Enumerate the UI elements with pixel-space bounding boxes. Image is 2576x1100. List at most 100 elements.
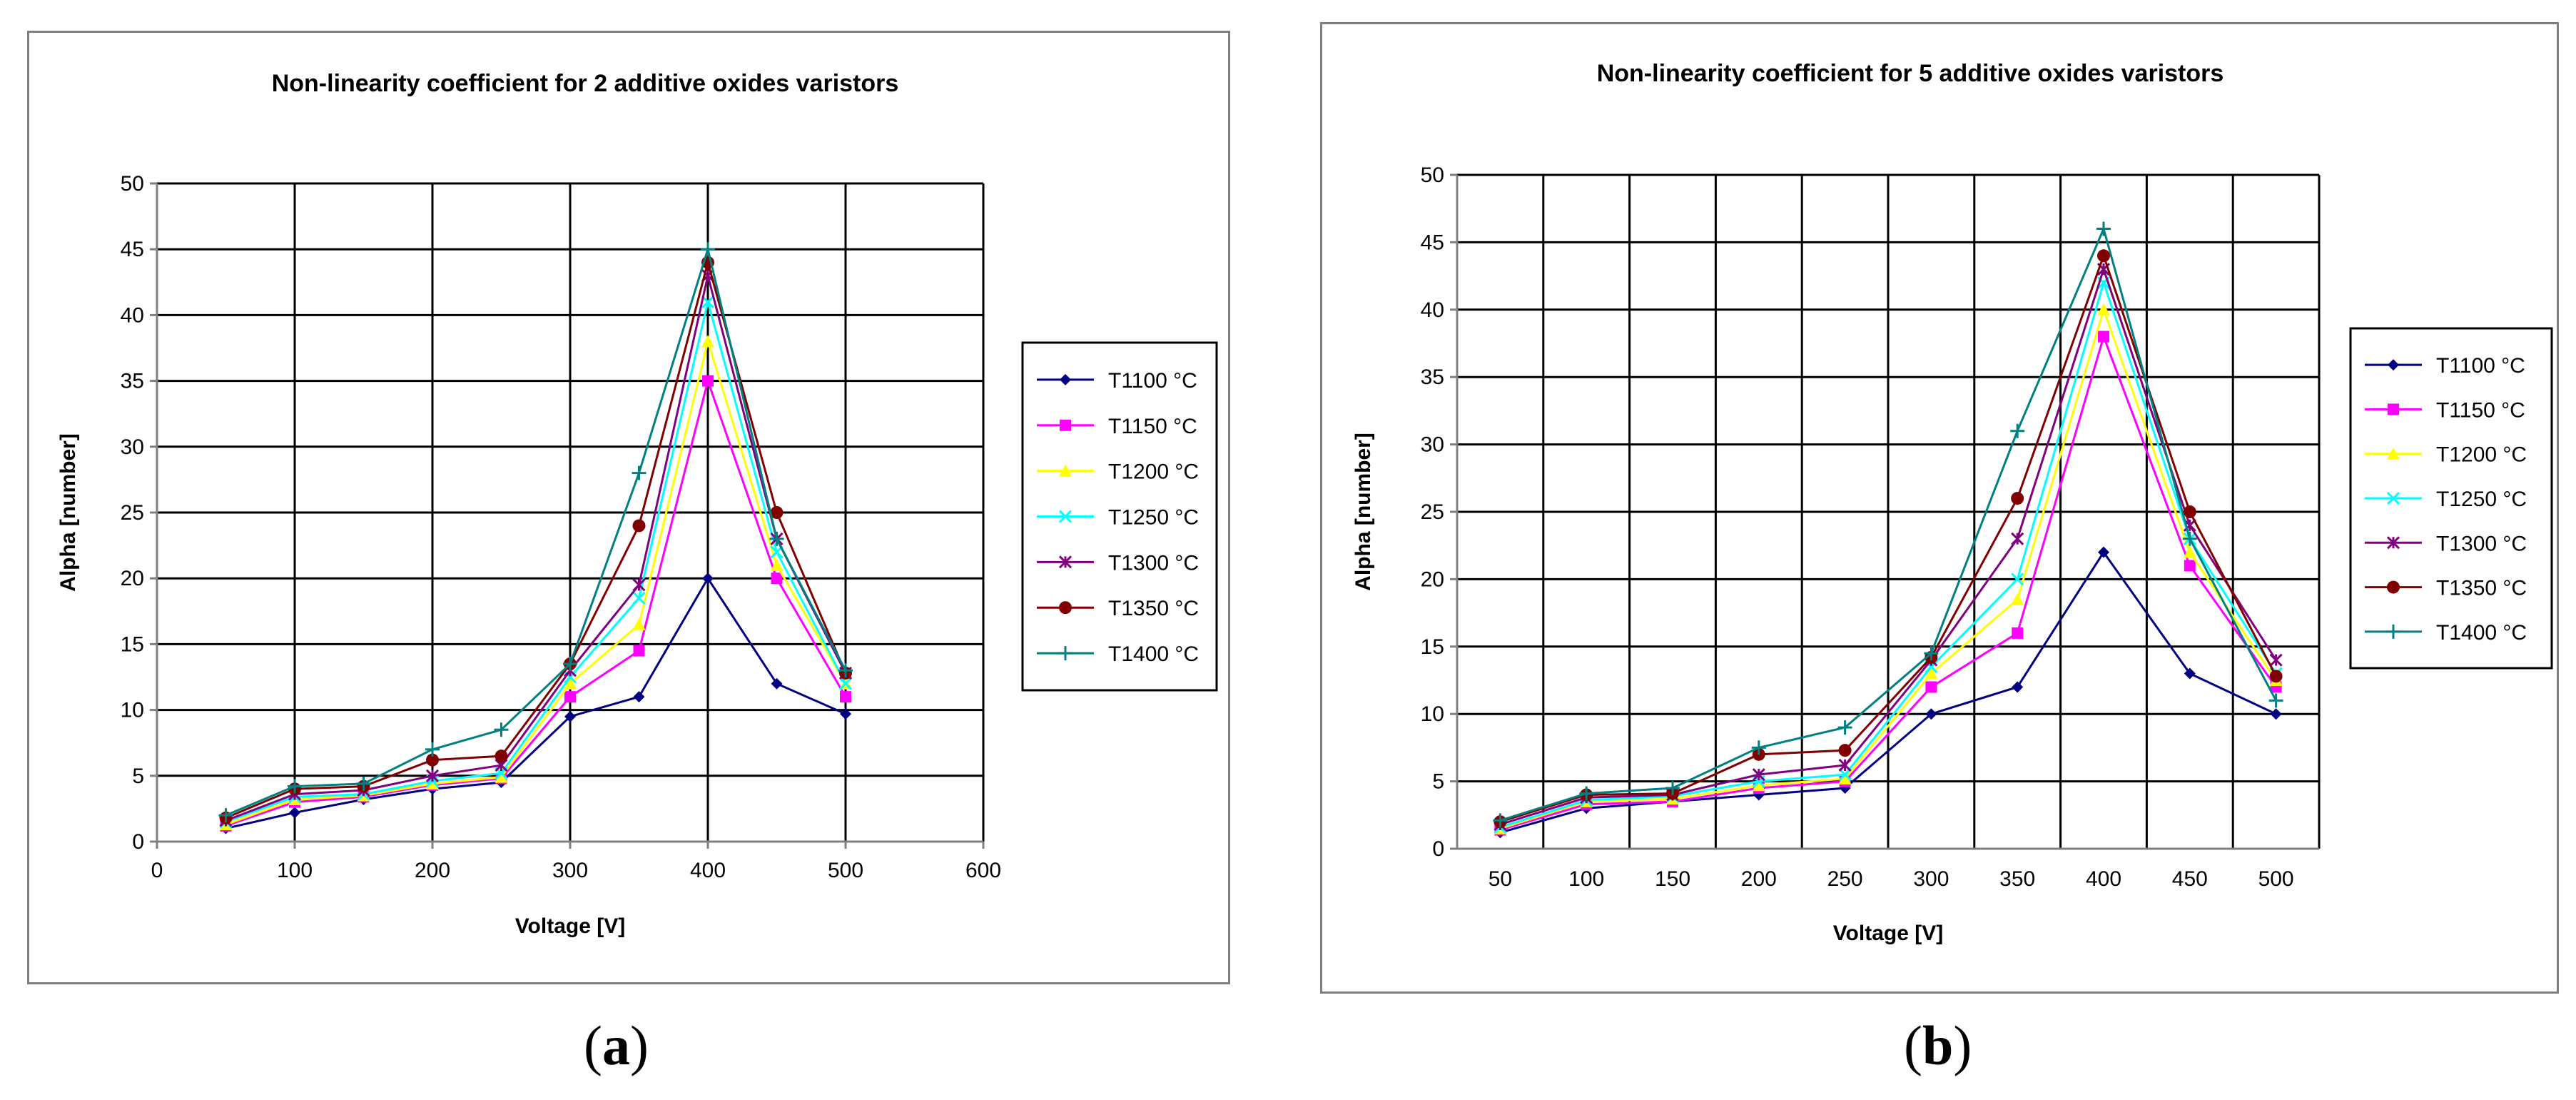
data-point <box>2096 221 2111 236</box>
legend-marker <box>2388 403 2399 415</box>
data-point <box>495 770 508 783</box>
legend-label: T1150 °C <box>2436 398 2525 422</box>
series-line-t1350-c <box>225 258 847 819</box>
y-tick-label: 35 <box>121 370 144 393</box>
data-point <box>563 657 577 672</box>
y-tick-label: 25 <box>121 501 144 525</box>
data-point <box>2011 532 2024 545</box>
data-point <box>838 663 853 678</box>
data-point <box>1665 781 1680 796</box>
y-tick-label: 35 <box>1421 365 1444 389</box>
data-point <box>1838 772 1852 784</box>
caption-a-letter: a <box>602 1014 630 1076</box>
legend-label: T1350 °C <box>1108 597 1199 620</box>
data-point <box>2012 627 2024 639</box>
legend-item-t1200-c: T1200 °C <box>2365 443 2527 467</box>
legend-label: T1400 °C <box>2436 621 2527 645</box>
y-tick-label: 5 <box>132 765 144 788</box>
chart-b-grid <box>1456 173 2321 850</box>
data-point <box>288 779 302 794</box>
x-tick-label: 300 <box>1913 867 1949 891</box>
chart-b-y-axis-label: Alpha [number] <box>1352 433 1375 591</box>
data-point <box>2183 545 2196 558</box>
series-t1200-c <box>219 335 852 831</box>
y-tick-label: 15 <box>121 632 144 656</box>
legend-label: T1300 °C <box>2436 532 2527 555</box>
x-tick-label: 150 <box>1655 867 1690 891</box>
y-tick-label: 50 <box>121 172 144 196</box>
y-tick-label: 25 <box>1421 500 1444 524</box>
data-point <box>702 572 714 585</box>
x-tick-label: 0 <box>151 859 163 882</box>
data-point <box>1751 740 1766 755</box>
chart-a-legend: T1100 °C T1150 °C T1200 °C T1250 °C T1300 °C… <box>1021 341 1218 692</box>
x-tick-label: 350 <box>1999 867 2035 891</box>
data-point <box>2011 492 2024 505</box>
data-point <box>2269 670 2283 683</box>
data-point <box>2182 531 2197 546</box>
y-tick-label: 45 <box>121 238 144 261</box>
x-tick-label: 200 <box>415 859 450 882</box>
data-point <box>494 722 509 737</box>
caption-b: (b) <box>1904 1014 1972 1078</box>
legend-item-t1250-c: T1250 °C <box>1037 506 1199 530</box>
data-point <box>771 677 783 690</box>
data-point <box>632 465 646 480</box>
data-point <box>769 531 784 546</box>
legend-marker <box>2386 491 2400 505</box>
chart-a-svg: Non-linearity coefficient for 2 additive… <box>56 70 1218 938</box>
caption-b-letter: b <box>1922 1014 1954 1076</box>
series-line-t1150-c <box>225 377 847 827</box>
chart-a-grid <box>156 182 985 843</box>
caption-b-close: ) <box>1953 1014 1972 1076</box>
data-point <box>1752 768 1765 782</box>
data-point <box>702 375 714 387</box>
legend-item-t1350-c: T1350 °C <box>2365 577 2527 600</box>
legend-label: T1200 °C <box>1108 460 1199 484</box>
data-point <box>1837 720 1852 735</box>
y-tick-label: 20 <box>1421 567 1444 591</box>
legend-marker <box>1058 555 1073 569</box>
series-t1150-c <box>220 375 851 832</box>
data-point <box>2011 592 2024 605</box>
data-point <box>426 753 439 767</box>
data-point <box>564 691 576 703</box>
x-tick-label: 300 <box>552 859 588 882</box>
chart-b-svg: Non-linearity coefficient for 5 additive… <box>1352 60 2553 945</box>
legend-marker <box>1060 419 1071 431</box>
data-point <box>2097 303 2110 316</box>
legend-label: T1300 °C <box>1108 551 1199 575</box>
data-point <box>2011 572 2024 586</box>
legend-label: T1250 °C <box>1108 506 1199 530</box>
data-point <box>632 591 646 605</box>
legend-label: T1400 °C <box>1108 642 1199 666</box>
data-point <box>840 708 851 720</box>
y-tick-label: 10 <box>1421 702 1444 726</box>
data-point <box>1752 779 1765 792</box>
series-t1100-c <box>220 572 851 834</box>
y-tick-label: 45 <box>1421 231 1444 254</box>
data-point <box>632 519 646 533</box>
data-point <box>1925 708 1937 720</box>
data-point <box>2098 546 2109 558</box>
x-tick-label: 100 <box>277 859 313 882</box>
legend-marker <box>2387 580 2400 594</box>
data-point <box>425 742 440 757</box>
y-tick-label: 50 <box>1421 163 1444 187</box>
legend-marker <box>1058 646 1073 661</box>
series-line-t1200-c <box>225 337 847 826</box>
data-point <box>564 710 576 722</box>
series-line-t1250-c <box>225 301 847 823</box>
series-t1300-c <box>219 269 853 827</box>
data-point <box>2183 505 2196 518</box>
series-line-t1200-c <box>1499 306 2277 830</box>
x-tick-label: 500 <box>2258 867 2294 891</box>
y-tick-label: 40 <box>121 303 144 327</box>
data-point <box>701 242 715 257</box>
series-line-t1100-c <box>225 576 846 830</box>
data-point <box>1925 667 1938 680</box>
legend-item-t1150-c: T1150 °C <box>2365 398 2525 422</box>
legend-label: T1350 °C <box>2436 577 2527 600</box>
data-point <box>1838 768 1852 782</box>
legend-item-t1250-c: T1250 °C <box>2365 488 2527 511</box>
